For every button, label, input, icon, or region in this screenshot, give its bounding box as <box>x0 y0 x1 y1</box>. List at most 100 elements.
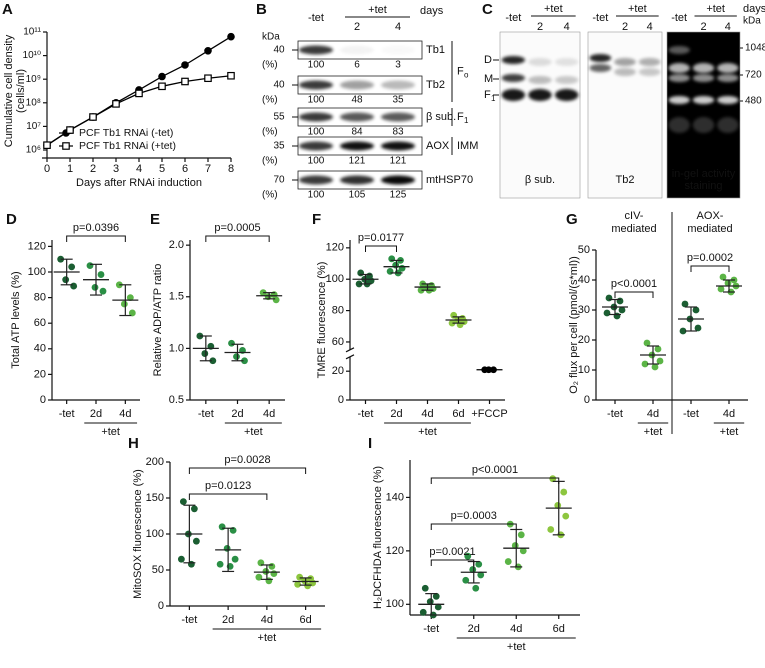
data-point <box>694 324 702 332</box>
y-tick-label: 120 <box>28 240 46 252</box>
percent-value: 100 <box>308 60 325 71</box>
y-tick-label: 100 <box>326 273 344 285</box>
error-bar <box>685 306 697 332</box>
time-unit: days <box>743 3 765 15</box>
x-tick-label: 4d <box>510 623 522 635</box>
data-point <box>717 285 725 293</box>
group-label: +tet <box>418 426 437 438</box>
blot-band <box>340 45 374 55</box>
comparison-bracket <box>205 235 270 242</box>
gel-band <box>554 76 579 84</box>
y-tick-label: 80 <box>34 292 46 304</box>
comparison-bracket <box>430 523 517 530</box>
p-value: p=0.0177 <box>358 232 404 244</box>
data-point <box>201 350 209 357</box>
y-axis-title: H₂DCFHDA fluorescence (%) <box>372 466 384 609</box>
gel-band <box>638 68 661 76</box>
complex-label-sub: 1 <box>491 94 496 103</box>
y-axis-title: (cells/ml) <box>15 69 27 113</box>
marker <box>181 61 189 69</box>
blot-band <box>381 46 415 55</box>
data-point <box>241 357 248 365</box>
section-title: mediated <box>611 223 656 235</box>
lane-label: 2 <box>700 21 706 33</box>
x-tick-label: -tet <box>181 614 197 626</box>
gel-band <box>554 58 579 66</box>
percent-value: 83 <box>392 127 404 138</box>
lane-label: 2 <box>622 21 628 33</box>
treatment-label: +tet <box>706 3 725 15</box>
p-value: p=0.0021 <box>429 546 475 558</box>
data-point <box>70 282 78 290</box>
lane-label: 4 <box>564 21 570 33</box>
y-tick-label: 0 <box>40 394 46 406</box>
data-point <box>91 283 99 291</box>
x-tick-label: -tet <box>198 408 214 420</box>
comparison-bracket <box>188 493 268 500</box>
ladder-label: 480 <box>745 96 762 107</box>
group-label: +tet <box>720 426 739 438</box>
legend-label: PCF Tb1 RNAi (-tet) <box>79 127 173 139</box>
x-tick-label: 4d <box>723 408 735 420</box>
blot-band <box>381 80 415 90</box>
data-point <box>233 353 240 361</box>
percent-row-label: (%) <box>262 60 278 71</box>
data-point <box>456 321 464 329</box>
mw-unit: kDa <box>743 16 761 27</box>
lane-label: 4 <box>725 21 731 33</box>
gel-band <box>589 64 612 72</box>
y-tick-label: 60 <box>332 336 344 348</box>
y-tick-label: 0 <box>158 600 164 612</box>
group-label: IMM <box>457 140 478 152</box>
data-point <box>231 555 239 563</box>
panel-letter: H <box>128 435 139 452</box>
data-point <box>519 547 527 555</box>
percent-row-label: (%) <box>262 156 278 167</box>
error-bar <box>483 368 496 371</box>
data-point <box>392 261 400 269</box>
y-tick-label: 10⁹ <box>26 74 41 85</box>
x-tick-label: 2d <box>222 614 234 626</box>
data-point <box>603 309 611 317</box>
x-tick-label: 4 <box>136 163 142 175</box>
data-point <box>504 558 512 565</box>
gel-band <box>717 96 739 104</box>
data-point <box>209 357 217 365</box>
y-tick-label: 10¹⁰ <box>23 50 41 61</box>
data-point <box>68 263 76 271</box>
x-tick-label: 5 <box>159 163 165 175</box>
panel-letter: C <box>482 1 493 18</box>
gel-band <box>638 58 661 66</box>
blot-band <box>299 141 333 151</box>
gel-label: β sub. <box>525 174 555 186</box>
data-point <box>654 345 662 353</box>
gel-band <box>501 89 526 101</box>
data-point <box>97 271 105 278</box>
percent-row-label: (%) <box>262 190 278 201</box>
section-title: mediated <box>687 223 732 235</box>
gel-band <box>528 58 552 66</box>
lane-label: 2 <box>537 21 543 33</box>
gel-band <box>501 74 526 82</box>
y-tick-label: 120 <box>326 242 344 254</box>
y-tick-label: 140 <box>386 491 404 503</box>
group-label-sub: o <box>464 71 469 80</box>
y-tick-label: 10⁷ <box>26 121 41 132</box>
data-point <box>120 300 128 308</box>
marker <box>112 100 120 108</box>
error-bar <box>723 279 735 293</box>
p-value: p=0.0028 <box>224 454 270 466</box>
x-tick-label: 4d <box>263 408 275 420</box>
blot-band <box>340 175 374 185</box>
comparison-bracket <box>365 245 397 252</box>
percent-row-label: (%) <box>262 95 278 106</box>
gel-band <box>614 58 636 66</box>
x-tick-label: -tet <box>358 408 374 420</box>
blot-band <box>381 112 415 122</box>
lane-label: -tet <box>505 12 521 24</box>
data-point <box>432 592 440 600</box>
x-tick-label: +FCCP <box>471 408 507 420</box>
comparison-bracket <box>430 559 475 566</box>
data-point <box>272 296 280 304</box>
